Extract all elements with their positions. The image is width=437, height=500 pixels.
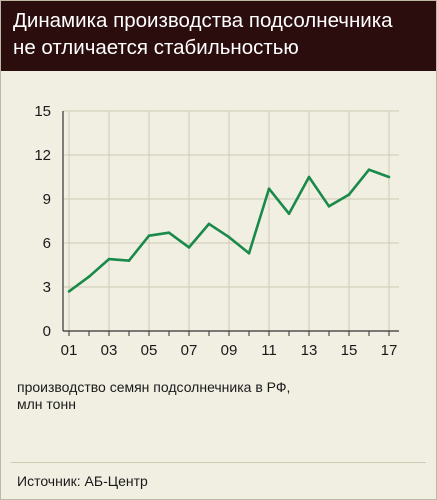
data-point xyxy=(67,290,71,293)
data-point xyxy=(307,175,311,179)
data-point xyxy=(347,193,351,196)
y-tick-label: 0 xyxy=(43,323,51,340)
x-tick-label: 09 xyxy=(221,342,238,359)
y-tick-label: 15 xyxy=(34,103,51,120)
data-point xyxy=(247,251,251,255)
data-point xyxy=(367,168,371,171)
x-tick-label: 11 xyxy=(261,342,277,359)
data-point xyxy=(107,257,111,261)
x-tick-label: 05 xyxy=(141,342,158,359)
y-tick-label: 3 xyxy=(43,279,51,296)
title-line-1: Динамика производства подсолнечника xyxy=(13,9,393,32)
data-point xyxy=(387,175,391,179)
data-point xyxy=(327,205,331,208)
data-point xyxy=(187,246,191,249)
data-point xyxy=(227,235,231,239)
data-point xyxy=(287,212,291,215)
x-tick-label: 13 xyxy=(301,342,318,359)
data-point xyxy=(207,222,211,226)
caption-line-2: млн тонн xyxy=(17,396,76,412)
y-tick-label: 9 xyxy=(43,191,51,208)
x-tick-label: 07 xyxy=(181,342,198,359)
caption-line-1: производство семян подсолнечника в РФ, xyxy=(17,379,291,395)
source-divider xyxy=(11,462,426,463)
y-tick-label: 12 xyxy=(34,147,51,164)
x-tick-label: 03 xyxy=(101,342,118,359)
x-tick-label: 17 xyxy=(381,342,398,359)
data-point xyxy=(167,231,171,235)
data-point xyxy=(127,259,131,262)
chart-area: 01 03 05 07 09 11 13 15 17 0 3 6 9 12 15 xyxy=(1,71,436,381)
x-tick-label: 15 xyxy=(341,342,358,359)
data-point xyxy=(267,187,271,191)
x-tick-label: 01 xyxy=(61,342,78,359)
title-banner: Динамика производства подсолнечника не о… xyxy=(1,1,436,71)
data-point xyxy=(147,234,151,237)
source-note: Источник: АБ-Центр xyxy=(17,473,148,489)
chart-title: Динамика производства подсолнечника не о… xyxy=(13,7,428,61)
data-point xyxy=(87,275,91,279)
chart-caption: производство семян подсолнечника в РФ, м… xyxy=(17,379,337,413)
y-tick-label: 6 xyxy=(43,235,51,252)
title-line-2: не отличается стабильностью xyxy=(13,36,299,59)
